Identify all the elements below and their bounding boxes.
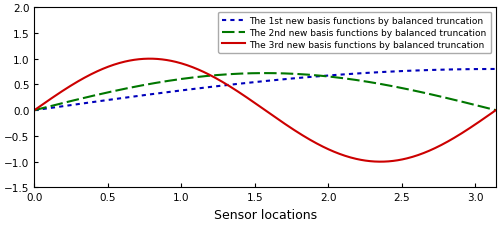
The 3rd new basis functions by balanced truncation xyxy=(147,58,153,61)
The 3rd new basis functions by balanced truncation xyxy=(377,161,383,163)
The 1st new basis functions by balanced truncation xyxy=(410,70,416,73)
The 1st new basis functions by balanced truncation xyxy=(254,81,260,84)
Line: The 1st new basis functions by balanced truncation: The 1st new basis functions by balanced … xyxy=(34,70,496,111)
The 1st new basis functions by balanced truncation xyxy=(32,109,38,112)
The 2nd new basis functions by balanced truncation xyxy=(307,74,313,77)
The 1st new basis functions by balanced truncation xyxy=(482,68,488,71)
The 3rd new basis functions by balanced truncation xyxy=(484,116,490,119)
The 2nd new basis functions by balanced truncation xyxy=(250,72,256,75)
The 2nd new basis functions by balanced truncation xyxy=(262,72,268,75)
The 2nd new basis functions by balanced truncation xyxy=(32,109,38,112)
The 3rd new basis functions by balanced truncation xyxy=(254,104,260,107)
The 1st new basis functions by balanced truncation xyxy=(250,81,256,84)
Line: The 2nd new basis functions by balanced truncation: The 2nd new basis functions by balanced … xyxy=(34,74,496,111)
The 2nd new basis functions by balanced truncation xyxy=(493,109,499,112)
The 3rd new basis functions by balanced truncation xyxy=(493,109,499,112)
X-axis label: Sensor locations: Sensor locations xyxy=(214,208,316,221)
The 2nd new basis functions by balanced truncation xyxy=(254,72,260,75)
The 3rd new basis functions by balanced truncation xyxy=(282,123,288,126)
The 2nd new basis functions by balanced truncation xyxy=(282,73,288,75)
Line: The 3rd new basis functions by balanced truncation: The 3rd new basis functions by balanced … xyxy=(34,59,496,162)
The 2nd new basis functions by balanced truncation xyxy=(482,107,488,110)
The 1st new basis functions by balanced truncation xyxy=(306,76,312,79)
Legend: The 1st new basis functions by balanced truncation, The 2nd new basis functions : The 1st new basis functions by balanced … xyxy=(218,13,491,54)
The 3rd new basis functions by balanced truncation xyxy=(252,102,258,105)
The 3rd new basis functions by balanced truncation xyxy=(32,109,38,112)
The 3rd new basis functions by balanced truncation xyxy=(412,155,418,158)
The 3rd new basis functions by balanced truncation xyxy=(307,139,313,142)
The 1st new basis functions by balanced truncation xyxy=(281,79,287,81)
The 2nd new basis functions by balanced truncation xyxy=(410,90,416,92)
The 1st new basis functions by balanced truncation xyxy=(493,68,499,71)
